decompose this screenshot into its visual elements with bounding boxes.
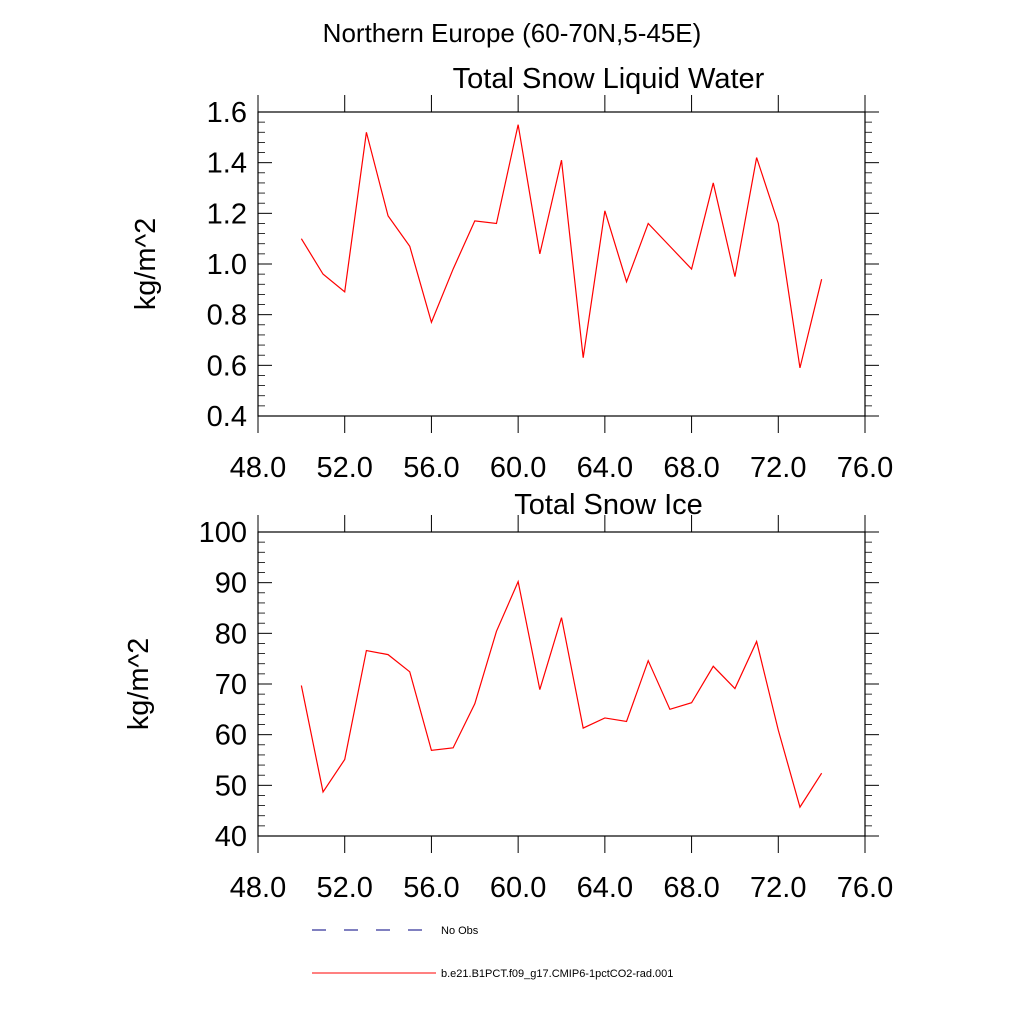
y-tick-label: 1.0 [207, 249, 247, 281]
y-tick-label: 70 [215, 669, 247, 701]
series-line [300, 579, 823, 809]
x-tick-label: 56.0 [403, 872, 459, 904]
legend-label-no-obs: No Obs [441, 925, 479, 937]
y-tick-label: 50 [215, 770, 247, 802]
y-tick-label: 1.6 [207, 97, 247, 129]
y-tick-label: 100 [199, 517, 247, 549]
x-tick-label: 68.0 [663, 872, 719, 904]
x-tick-label: 48.0 [230, 872, 286, 904]
chart-title: Total Snow Liquid Water [453, 63, 765, 95]
series-line [300, 124, 823, 369]
x-tick-label: 52.0 [316, 872, 372, 904]
y-tick-label: 0.4 [207, 401, 247, 433]
y-tick-label: 90 [215, 568, 247, 600]
figure-suptitle: Northern Europe (60-70N,5-45E) [323, 18, 702, 48]
y-axis-label: kg/m^2 [130, 218, 162, 311]
plot-frame [257, 531, 866, 837]
y-tick-label: 0.6 [207, 350, 247, 382]
y-tick-label: 0.8 [207, 300, 247, 332]
x-tick-label: 56.0 [403, 452, 459, 484]
legend: No Obs b.e21.B1PCT.f09_g17.CMIP6-1pctCO2-… [312, 925, 673, 980]
x-tick-label: 72.0 [750, 452, 806, 484]
x-tick-label: 64.0 [577, 872, 633, 904]
x-tick-label: 52.0 [316, 452, 372, 484]
x-tick-label: 72.0 [750, 872, 806, 904]
x-tick-label: 48.0 [230, 452, 286, 484]
x-tick-label: 64.0 [577, 452, 633, 484]
legend-label-model: b.e21.B1PCT.f09_g17.CMIP6-1pctCO2-rad.00… [441, 968, 673, 980]
y-tick-label: 40 [215, 821, 247, 853]
x-tick-label: 76.0 [837, 452, 893, 484]
y-tick-label: 1.2 [207, 198, 247, 230]
x-tick-label: 60.0 [490, 452, 546, 484]
chart-title: Total Snow Ice [514, 489, 703, 521]
y-tick-label: 80 [215, 618, 247, 650]
chart-panel-liquid-water: Total Snow Liquid Water 48.0 52.0 56.0 60.0 6… [130, 63, 893, 484]
x-tick-label: 68.0 [663, 452, 719, 484]
y-axis-label: kg/m^2 [123, 638, 155, 731]
y-tick-label: 1.4 [207, 148, 247, 180]
x-tick-label: 76.0 [837, 872, 893, 904]
chart-panel-snow-ice: Total Snow Ice 48.0 52.0 56.0 60.0 64.0 68.0 72… [123, 489, 893, 904]
x-tick-label: 60.0 [490, 872, 546, 904]
y-tick-label: 60 [215, 720, 247, 752]
